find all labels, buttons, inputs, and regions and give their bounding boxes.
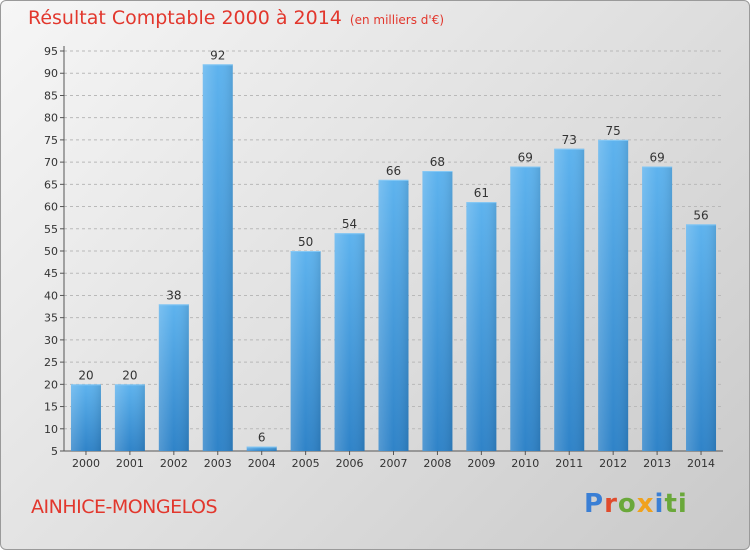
proxiti-logo: Proxiti <box>584 489 688 519</box>
x-tick-label: 2003 <box>204 457 232 470</box>
bar-shade <box>510 166 541 452</box>
y-tick-label: 60 <box>44 201 58 214</box>
x-tick-label: 2004 <box>248 457 276 470</box>
bar-shade <box>246 446 277 451</box>
bars <box>70 64 717 452</box>
bar-shade <box>598 139 629 451</box>
x-tick-label: 2005 <box>292 457 320 470</box>
bar-shade <box>114 384 145 451</box>
bar-shade <box>202 64 233 452</box>
chart-title: Résultat Comptable 2000 à 2014 (en millie… <box>28 7 445 29</box>
data-label: 20 <box>78 368 93 382</box>
data-label: 20 <box>122 368 137 382</box>
bar-shade <box>158 304 189 451</box>
data-label: 61 <box>474 186 489 200</box>
x-tick-label: 2011 <box>555 457 583 470</box>
bar-shade <box>466 202 497 451</box>
x-tick-label: 2001 <box>116 457 144 470</box>
data-label: 6 <box>258 431 266 445</box>
data-label: 66 <box>386 164 401 178</box>
x-tick-label: 2008 <box>423 457 451 470</box>
x-tick-label: 2013 <box>643 457 671 470</box>
x-tick-label: 2009 <box>467 457 495 470</box>
bar-shade <box>334 233 365 451</box>
y-tick-label: 95 <box>44 45 58 58</box>
data-label: 56 <box>693 208 708 222</box>
data-label: 92 <box>210 48 225 62</box>
y-tick-label: 55 <box>44 223 58 236</box>
y-tick-label: 50 <box>44 245 58 258</box>
data-label: 50 <box>298 235 313 249</box>
commune-name: AINHICE-MONGELOS <box>31 496 218 518</box>
y-tick-label: 85 <box>44 89 58 102</box>
y-tick-label: 10 <box>44 423 58 436</box>
bar-shade <box>642 166 673 452</box>
bar-shade <box>686 224 717 451</box>
y-tick-label: 20 <box>44 378 58 391</box>
data-labels: 20 20 38 92 6 50 54 66 68 61 69 73 75 69 56 <box>78 48 708 444</box>
x-tick-label: 2014 <box>687 457 715 470</box>
bar-shade <box>290 251 321 451</box>
data-label: 69 <box>649 151 664 165</box>
y-tick-label: 15 <box>44 401 58 414</box>
x-tick-label: 2002 <box>160 457 188 470</box>
data-label: 69 <box>518 151 533 165</box>
data-label: 38 <box>166 288 181 302</box>
data-label: 75 <box>606 124 621 138</box>
y-tick-label: 25 <box>44 356 58 369</box>
bar-shade <box>422 171 453 451</box>
x-tick-label: 2010 <box>511 457 539 470</box>
y-tick-label: 80 <box>44 112 58 125</box>
y-tick-label: 30 <box>44 334 58 347</box>
y-tick-label: 65 <box>44 178 58 191</box>
y-tick-label: 5 <box>51 445 58 458</box>
bar-shade <box>70 384 101 451</box>
x-tick-label: 2012 <box>599 457 627 470</box>
x-tick-label: 2007 <box>380 457 408 470</box>
data-label: 68 <box>430 155 445 169</box>
y-tick-label: 40 <box>44 289 58 302</box>
y-tick-label: 45 <box>44 267 58 280</box>
y-tick-label: 70 <box>44 156 58 169</box>
y-tick-label: 90 <box>44 67 58 80</box>
bar-shade <box>554 148 585 451</box>
data-label: 73 <box>562 133 577 147</box>
x-tick-label: 2006 <box>336 457 364 470</box>
y-tick-label: 35 <box>44 312 58 325</box>
x-tick-label: 2000 <box>72 457 100 470</box>
bar-shade <box>378 179 409 451</box>
chart-unit: (en milliers d'€) <box>349 13 445 27</box>
y-tick-label: 75 <box>44 134 58 147</box>
data-label: 54 <box>342 217 357 231</box>
